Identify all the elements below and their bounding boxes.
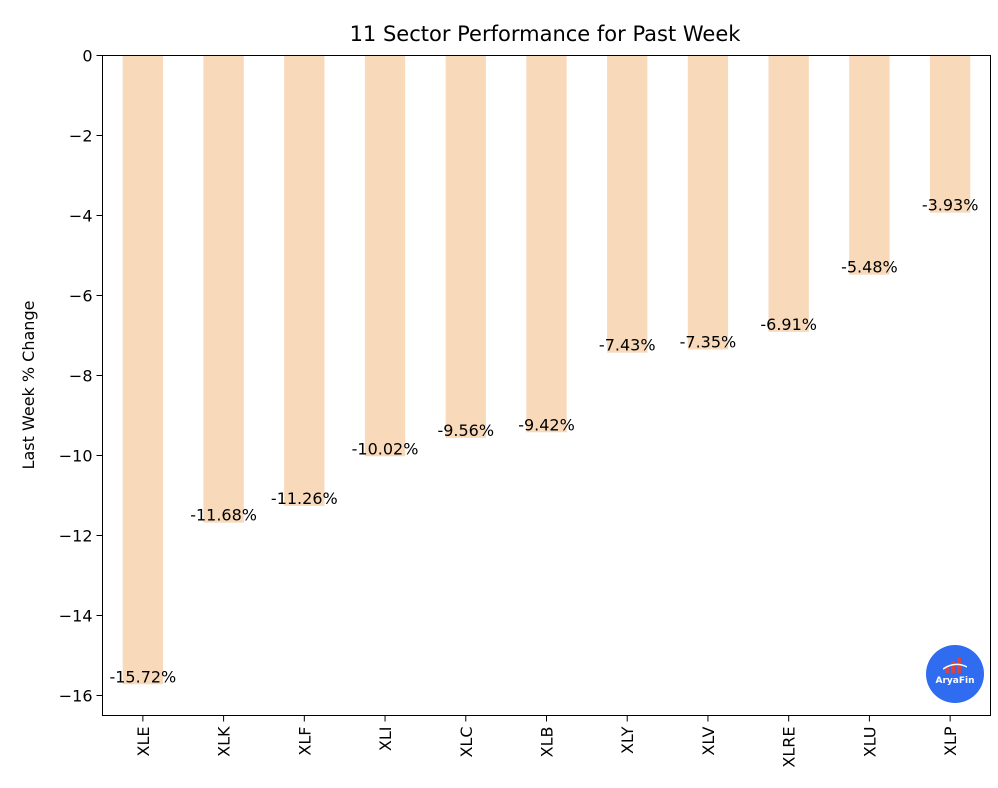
x-tick-label-xlf: XLF <box>295 727 314 756</box>
x-tick-label-xlb: XLB <box>538 727 557 758</box>
data-label-xlk: -11.68% <box>190 506 257 525</box>
bar-xlu <box>849 55 890 275</box>
bar-xlf <box>284 55 325 506</box>
logo-text: AryaFin <box>935 676 975 686</box>
x-tick-label-xli: XLI <box>376 727 395 752</box>
x-tick-label-xlk: XLK <box>215 726 234 757</box>
y-axis-label: Last Week % Change <box>19 301 38 470</box>
x-tick-label-xlv: XLV <box>699 726 718 755</box>
x-tick-label-xlc: XLC <box>457 727 476 758</box>
y-tick-label: −10 <box>59 447 93 466</box>
data-label-xlu: -5.48% <box>841 258 898 277</box>
bar-xle <box>122 55 164 685</box>
chart-title: 11 Sector Performance for Past Week <box>350 22 742 46</box>
data-label-xlv: -7.35% <box>680 333 737 352</box>
bar-xlre <box>768 55 809 332</box>
x-tick-label-xlre: XLRE <box>780 727 799 768</box>
y-tick-label: 0 <box>82 47 92 66</box>
data-label-xlp: -3.93% <box>922 196 979 215</box>
bar-xlv <box>687 55 729 350</box>
data-label-xlf: -11.26% <box>271 489 338 508</box>
y-tick-label: −2 <box>69 127 93 146</box>
bar-xlp <box>929 55 971 213</box>
y-tick-label: −4 <box>69 207 93 226</box>
x-tick-label-xle: XLE <box>134 727 153 757</box>
x-tick-label-xlp: XLP <box>941 726 960 756</box>
aryafin-logo: AryaFin <box>926 645 984 703</box>
bar-xlk <box>203 55 244 523</box>
y-tick-label: −16 <box>59 687 93 706</box>
bar-xli <box>364 55 406 457</box>
data-label-xly: -7.43% <box>599 336 656 355</box>
data-label-xli: -10.02% <box>352 439 419 458</box>
x-axis-ticks: XLE XLK XLF XLI XLC XLB XLY XLV XLRE XLU XLP <box>134 715 960 768</box>
x-tick-label-xlu: XLU <box>860 727 879 758</box>
bar-xlb <box>526 55 567 433</box>
data-labels-layer: -15.72% -11.68% -11.26% -10.02% -9.56% -9.42%… <box>109 196 978 687</box>
x-tick-label-xly: XLY <box>618 726 637 754</box>
y-tick-label: −6 <box>69 287 93 306</box>
chart-bars-icon <box>943 658 967 673</box>
y-axis-ticks: 0 −2 −4 −6 −8 −10 −12 −14 −16 <box>59 47 103 706</box>
bar-xly <box>607 55 648 353</box>
y-tick-label: −12 <box>59 527 93 546</box>
data-label-xlc: -9.56% <box>437 421 494 440</box>
bar-xlc <box>445 55 486 438</box>
data-label-xlre: -6.91% <box>760 315 817 334</box>
bars-layer <box>122 55 971 685</box>
data-label-xle: -15.72% <box>109 667 176 686</box>
y-tick-label: −8 <box>69 367 93 386</box>
data-label-xlb: -9.42% <box>518 415 575 434</box>
y-tick-label: −14 <box>59 607 93 626</box>
plot-frame <box>102 55 991 716</box>
